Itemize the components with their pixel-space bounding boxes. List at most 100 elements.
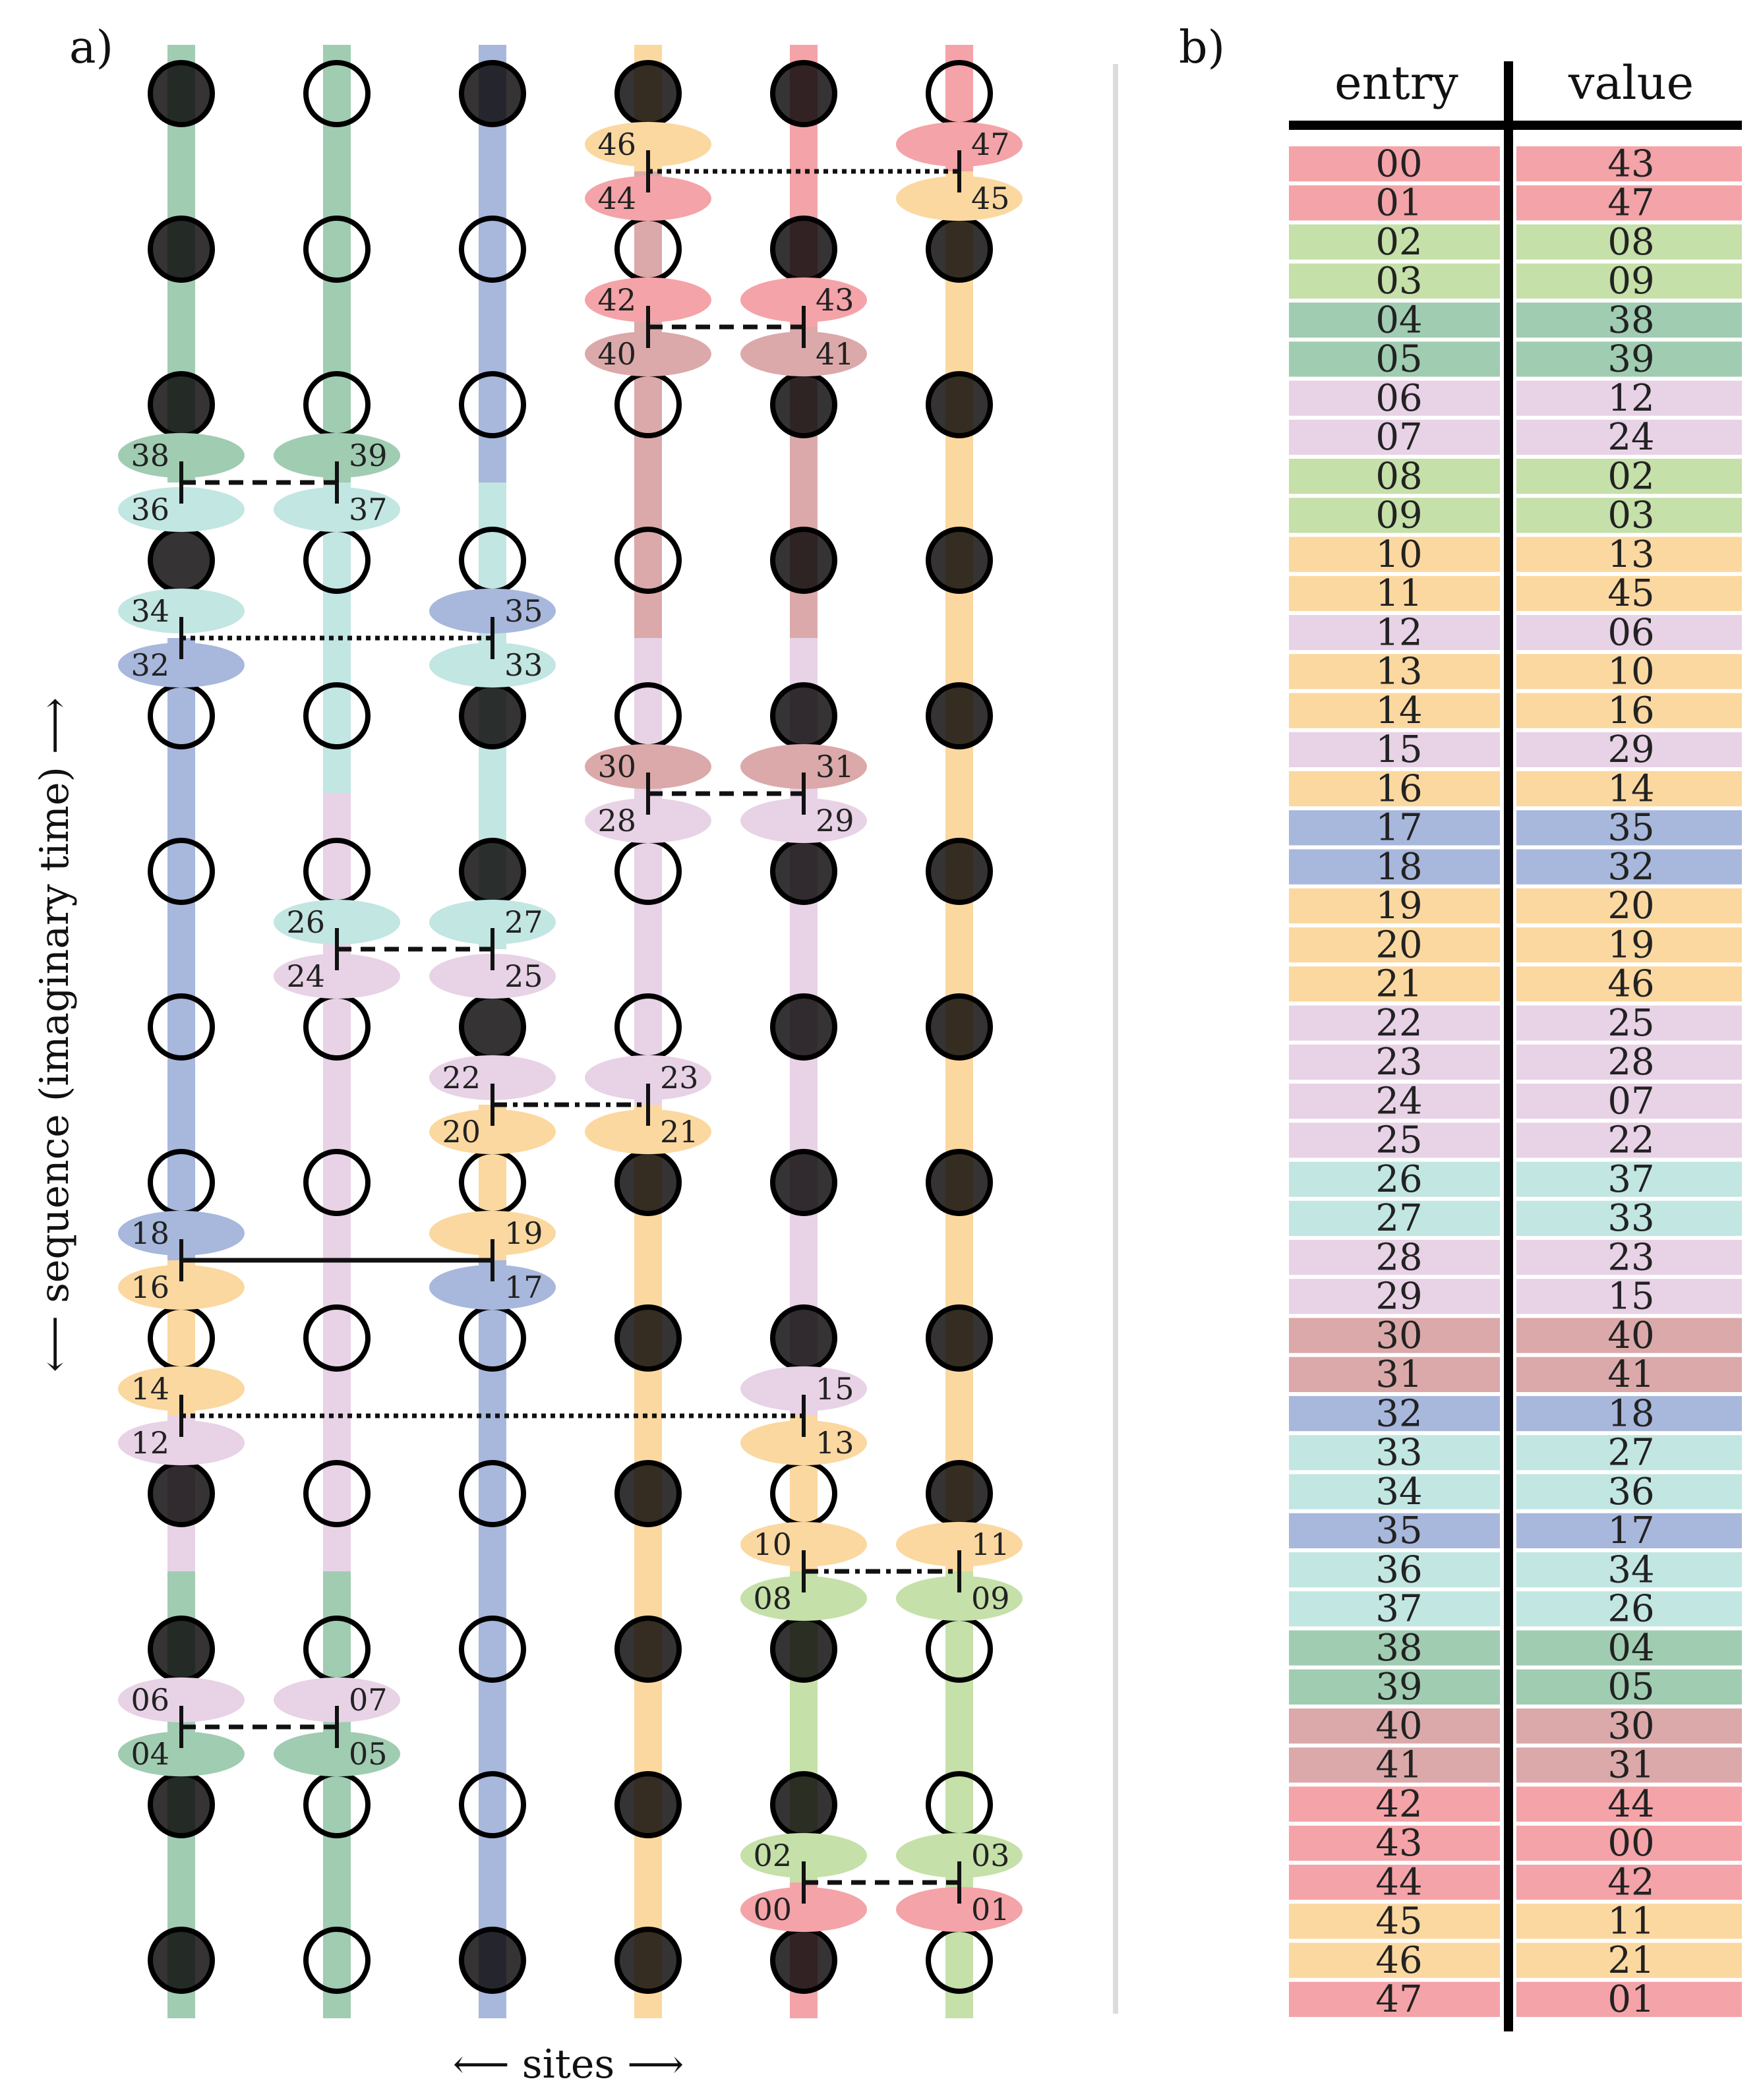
value-cell-bg	[1516, 615, 1742, 651]
entry-cell-bg	[1289, 1279, 1500, 1314]
entry-cell-bg	[1289, 224, 1500, 260]
entry-cell: 02	[1375, 221, 1422, 264]
leg-ellipse-31	[740, 744, 867, 789]
occupied-site-r6-s2	[459, 993, 526, 1061]
entry-cell-bg	[1289, 1981, 1500, 2017]
leg-label-11: 11	[971, 1527, 1010, 1562]
value-cell: 31	[1607, 1744, 1654, 1787]
occupied-site-r1-s4	[770, 216, 837, 283]
entry-cell: 29	[1375, 1275, 1422, 1318]
leg-ellipse-30	[585, 744, 711, 789]
entry-cell-bg	[1289, 1942, 1500, 1978]
leg-label-34: 34	[131, 593, 169, 629]
table-row: 47 01	[1289, 1978, 1742, 2021]
table-row: 08 02	[1289, 455, 1742, 498]
empty-site-r0-s1	[303, 60, 371, 127]
entry-cell: 11	[1375, 572, 1422, 615]
entry-cell-bg	[1289, 303, 1500, 338]
occupied-site-r0-s0	[148, 60, 215, 127]
leg-label-15: 15	[816, 1371, 854, 1407]
value-cell-bg	[1516, 1865, 1742, 1900]
entry-cell: 19	[1375, 885, 1422, 927]
leg-label-10: 10	[753, 1527, 792, 1562]
leg-label-17: 17	[504, 1269, 543, 1305]
table-row: 12 06	[1289, 611, 1742, 654]
table-row: 02 08	[1289, 221, 1742, 264]
leg-ellipse-34	[118, 589, 245, 633]
leg-label-37: 37	[349, 492, 388, 527]
value-cell-bg	[1516, 263, 1742, 299]
leg-ellipse-35	[429, 589, 556, 633]
table-row: 27 33	[1289, 1197, 1742, 1240]
occupied-site-r3-s5	[926, 527, 993, 594]
value-cell: 07	[1607, 1080, 1654, 1123]
value-cell: 34	[1607, 1548, 1654, 1591]
vertex-26-27: 26 27 24 25	[274, 900, 556, 999]
entry-cell: 14	[1375, 689, 1422, 732]
value-cell-bg	[1516, 1435, 1742, 1471]
value-cell-bg	[1516, 732, 1742, 767]
entry-cell-bg	[1289, 459, 1500, 494]
occupied-site-r12-s4	[770, 1927, 837, 1994]
leg-label-19: 19	[504, 1215, 543, 1251]
value-cell: 29	[1607, 728, 1654, 771]
entry-cell: 25	[1375, 1119, 1422, 1162]
value-cell: 01	[1607, 1978, 1654, 2021]
table-row: 06 12	[1289, 377, 1742, 420]
entry-cell: 46	[1375, 1939, 1422, 1982]
value-cell-bg	[1516, 1005, 1742, 1041]
leg-ellipse-01	[896, 1887, 1023, 1932]
value-cell-bg	[1516, 966, 1742, 1002]
entry-cell: 38	[1375, 1627, 1422, 1670]
vertex-06-07: 06 07 04 05	[118, 1677, 400, 1776]
value-cell: 36	[1607, 1471, 1654, 1513]
leg-label-05: 05	[349, 1736, 388, 1772]
table-row: 28 23	[1289, 1236, 1742, 1279]
entry-cell: 31	[1375, 1353, 1422, 1396]
empty-site-r3-s3	[614, 527, 682, 594]
value-cell-bg	[1516, 1591, 1742, 1627]
leg-label-41: 41	[816, 336, 854, 372]
entry-cell: 00	[1375, 142, 1422, 185]
leg-ellipse-45	[896, 176, 1023, 221]
world-line-segment-site-1-3	[323, 1571, 351, 2018]
leg-ellipse-14	[118, 1366, 245, 1411]
value-cell: 47	[1607, 182, 1654, 225]
entry-cell: 22	[1375, 1002, 1422, 1045]
world-line-segment-site-1-1	[323, 482, 351, 794]
empty-site-r9-s2	[459, 1460, 526, 1527]
leg-ellipse-03	[896, 1833, 1023, 1878]
value-cell: 38	[1607, 299, 1654, 341]
leg-ellipse-37	[274, 487, 400, 532]
value-cell-bg	[1516, 1279, 1742, 1314]
entry-cell-bg	[1289, 263, 1500, 299]
occupied-site-r3-s0	[148, 527, 215, 594]
value-cell: 32	[1607, 846, 1654, 889]
entry-cell-bg	[1289, 1708, 1500, 1744]
leg-ellipse-27	[429, 900, 556, 945]
value-cell-bg	[1516, 575, 1742, 611]
table-row: 00 43	[1289, 142, 1742, 185]
y-axis-label: ⟵ sequence (imaginary time) ⟶	[32, 697, 78, 1372]
value-cell-bg	[1516, 1942, 1742, 1978]
entry-cell-bg	[1289, 1552, 1500, 1588]
value-cell: 22	[1607, 1119, 1654, 1162]
value-cell-bg	[1516, 459, 1742, 494]
entry-cell: 08	[1375, 455, 1422, 498]
leg-ellipse-09	[896, 1576, 1023, 1621]
leg-ellipse-22	[429, 1055, 556, 1100]
occupied-site-r6-s4	[770, 993, 837, 1061]
leg-ellipse-10	[740, 1522, 867, 1567]
empty-site-r9-s1	[303, 1460, 371, 1527]
value-cell-bg	[1516, 1318, 1742, 1353]
value-cell: 06	[1607, 611, 1654, 654]
occupied-site-r2-s5	[926, 371, 993, 438]
value-cell-bg	[1516, 810, 1742, 846]
value-cell: 30	[1607, 1705, 1654, 1747]
value-cell: 24	[1607, 416, 1654, 459]
site-circles	[148, 60, 993, 1994]
entry-cell: 01	[1375, 182, 1422, 225]
entry-cell: 07	[1375, 416, 1422, 459]
leg-label-46: 46	[597, 127, 636, 162]
